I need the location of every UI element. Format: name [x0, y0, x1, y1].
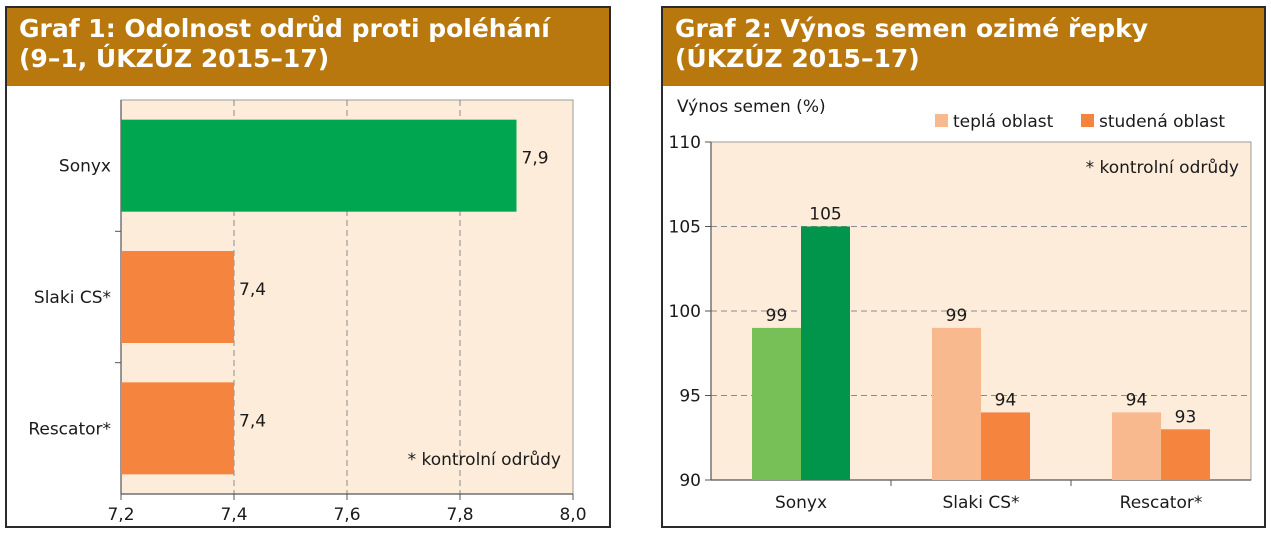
data-label: 7,9: [522, 149, 549, 169]
data-label: 99: [946, 306, 968, 326]
legend-swatch: [1081, 114, 1094, 127]
x-tick-label: 7,2: [107, 505, 134, 525]
legend-label: studená oblast: [1099, 112, 1225, 132]
annotation: * kontrolní odrůdy: [408, 450, 561, 470]
category-label: Slaki CS*: [942, 493, 1019, 513]
bar: [121, 382, 234, 475]
annotation: * kontrolní odrůdy: [1086, 158, 1239, 178]
bar-chart-yield: 90 95 100 105 110 Sonyx 99 105 Slaki CS* 99 94 Resc…: [669, 97, 1252, 513]
category-label: Rescator*: [1120, 493, 1203, 513]
y-axis-label: Výnos semen (%): [677, 97, 826, 117]
y-tick-label: 110: [669, 133, 701, 153]
data-label: 94: [995, 390, 1017, 410]
x-tick-label: 8,0: [559, 505, 586, 525]
chart-title-line-2: (9–1, ÚKZÚZ 2015–17): [19, 44, 330, 73]
y-tick-label: 90: [679, 471, 701, 491]
y-tick-label: 105: [669, 218, 701, 238]
data-label: 105: [809, 205, 841, 225]
x-tick-label: 7,8: [446, 505, 473, 525]
bar: [1112, 412, 1161, 480]
bar: [752, 327, 801, 480]
y-tick-label: 100: [669, 302, 701, 322]
data-label: 94: [1126, 390, 1148, 410]
chart-title-lodging: Graf 1: Odolnost odrůd proti poléhání (9…: [7, 8, 609, 86]
data-label: 7,4: [239, 411, 266, 431]
x-tick-label: 7,4: [220, 505, 247, 525]
chart-title-line-2: (ÚKZÚZ 2015–17): [675, 44, 920, 73]
chart-panel-lodging: Graf 1: Odolnost odrůd proti poléhání (9…: [5, 6, 611, 528]
legend-swatch: [935, 114, 948, 127]
chart-title-yield: Graf 2: Výnos semen ozimé řepky (ÚKZÚZ 2…: [663, 8, 1264, 86]
category-label: Sonyx: [775, 493, 827, 513]
bar: [932, 327, 981, 480]
data-label: 7,4: [239, 280, 266, 300]
chart-title-line-1: Graf 2: Výnos semen ozimé řepky: [675, 14, 1149, 43]
category-label: Sonyx: [59, 157, 111, 177]
data-label: 99: [766, 306, 788, 326]
category-label: Rescator*: [28, 419, 111, 439]
bar: [981, 412, 1030, 480]
bar-chart-lodging: 7,2 7,4 7,6 7,8 8,0 7,9 Sonyx 7,4 Slaki CS* 7,4 Re…: [28, 99, 587, 525]
bar: [801, 226, 850, 480]
bar: [121, 119, 517, 212]
x-tick-label: 7,6: [333, 505, 360, 525]
bar: [1161, 429, 1210, 480]
bar: [121, 251, 234, 343]
chart-title-line-1: Graf 1: Odolnost odrůd proti poléhání: [19, 14, 550, 43]
category-label: Slaki CS*: [34, 288, 111, 308]
y-tick-label: 95: [679, 387, 701, 407]
chart-panel-yield: Graf 2: Výnos semen ozimé řepky (ÚKZÚZ 2…: [661, 6, 1266, 528]
data-label: 93: [1175, 407, 1197, 427]
legend-label: teplá oblast: [953, 112, 1054, 132]
